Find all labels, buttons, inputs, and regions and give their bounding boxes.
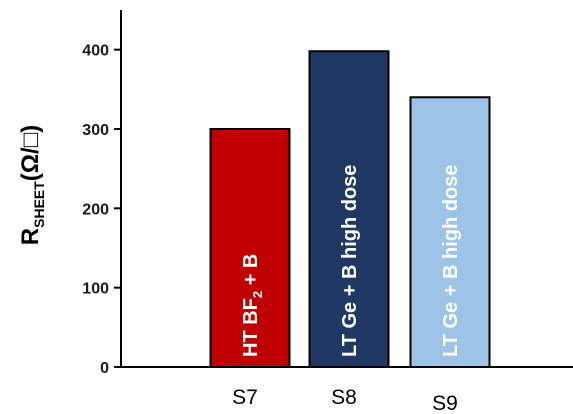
y-tick-label: 0 — [100, 360, 109, 377]
x-tick-labels: S7 S8 S9 — [232, 386, 458, 414]
y-tick-label: 400 — [82, 43, 109, 60]
y-tick-label: 300 — [82, 122, 109, 139]
x-tick-label: S9 — [432, 392, 458, 414]
bar-s9 — [409, 96, 491, 369]
bar-s7 — [209, 128, 291, 368]
bar-s8 — [308, 50, 390, 369]
y-tick-label: 100 — [82, 281, 109, 298]
x-tick-label: S7 — [232, 386, 258, 409]
bars — [209, 50, 491, 369]
bar-label: HT BF2 + B — [240, 254, 265, 357]
y-ticks: 0 100 200 300 400 — [82, 43, 121, 377]
bar-label: LT Ge + B high dose — [339, 165, 361, 357]
y-tick-label: 200 — [82, 201, 109, 218]
bar-label: LT Ge + B high dose — [440, 165, 462, 357]
bar-labels: HT BF2 + B LT Ge + B high dose LT Ge + B h… — [240, 165, 462, 357]
x-tick-label: S8 — [331, 386, 357, 409]
y-axis-label: RSHEET(Ω/□) — [17, 125, 47, 245]
